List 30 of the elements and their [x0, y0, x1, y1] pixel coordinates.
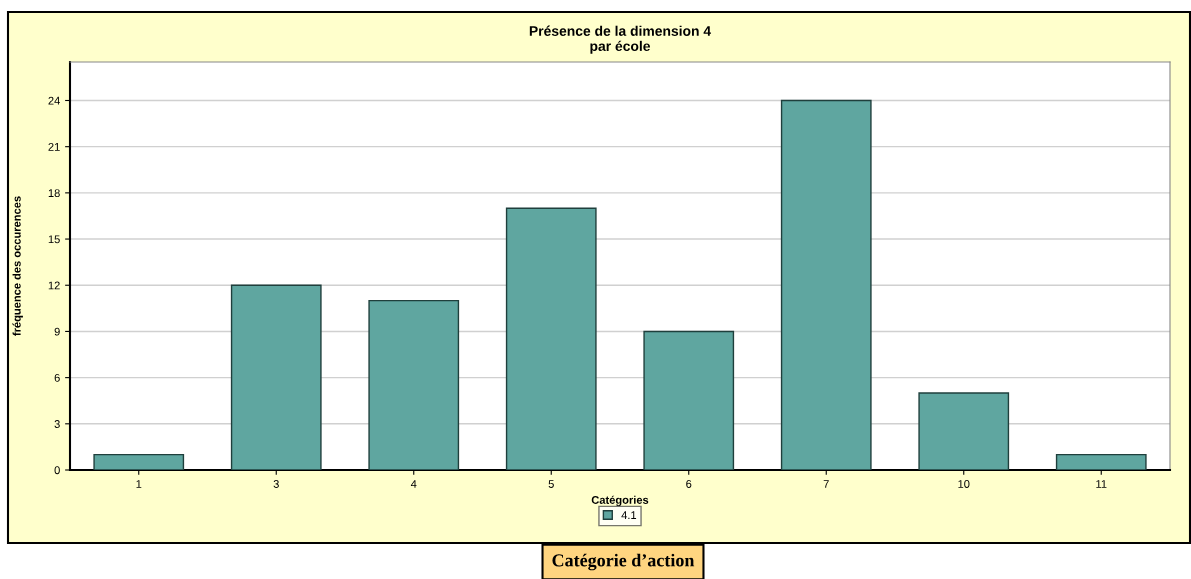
- bar: [368, 299, 460, 470]
- y-tick-label: 6: [54, 373, 60, 382]
- y-tick-label: 15: [48, 235, 60, 244]
- bar: [918, 392, 1010, 470]
- bar: [780, 99, 872, 470]
- x-tick-label: 4: [410, 480, 417, 488]
- bar: [643, 330, 735, 470]
- chart-title: Présence de la dimension 4 par école: [529, 25, 712, 54]
- bar: [1055, 453, 1147, 470]
- text: Catégorie d’action: [552, 553, 695, 571]
- y-tick-label: 9: [54, 327, 60, 336]
- y-axis-title: fréquence des occurences: [12, 196, 23, 336]
- bar: [230, 284, 322, 470]
- y-tick-label: 24: [48, 96, 60, 105]
- x-tick-label: 11: [1096, 480, 1107, 488]
- y-tick-label: 12: [48, 281, 60, 290]
- x-tick-label: 10: [958, 480, 970, 488]
- bar: [93, 453, 185, 470]
- legend-label: 4.1: [621, 511, 637, 519]
- x-tick-label: 6: [686, 480, 692, 488]
- y-tick-label: 21: [48, 142, 60, 151]
- x-axis-title: Catégories: [591, 495, 649, 507]
- x-tick-label: 3: [273, 480, 279, 488]
- x-tick-label: 7: [823, 480, 829, 488]
- y-tick-label: 3: [54, 420, 60, 428]
- y-tick-label: 18: [48, 189, 60, 197]
- x-tick-label: 1: [136, 480, 142, 488]
- bar: [505, 207, 597, 470]
- y-tick-label: 0: [54, 466, 60, 475]
- x-tick-label: 5: [548, 480, 554, 488]
